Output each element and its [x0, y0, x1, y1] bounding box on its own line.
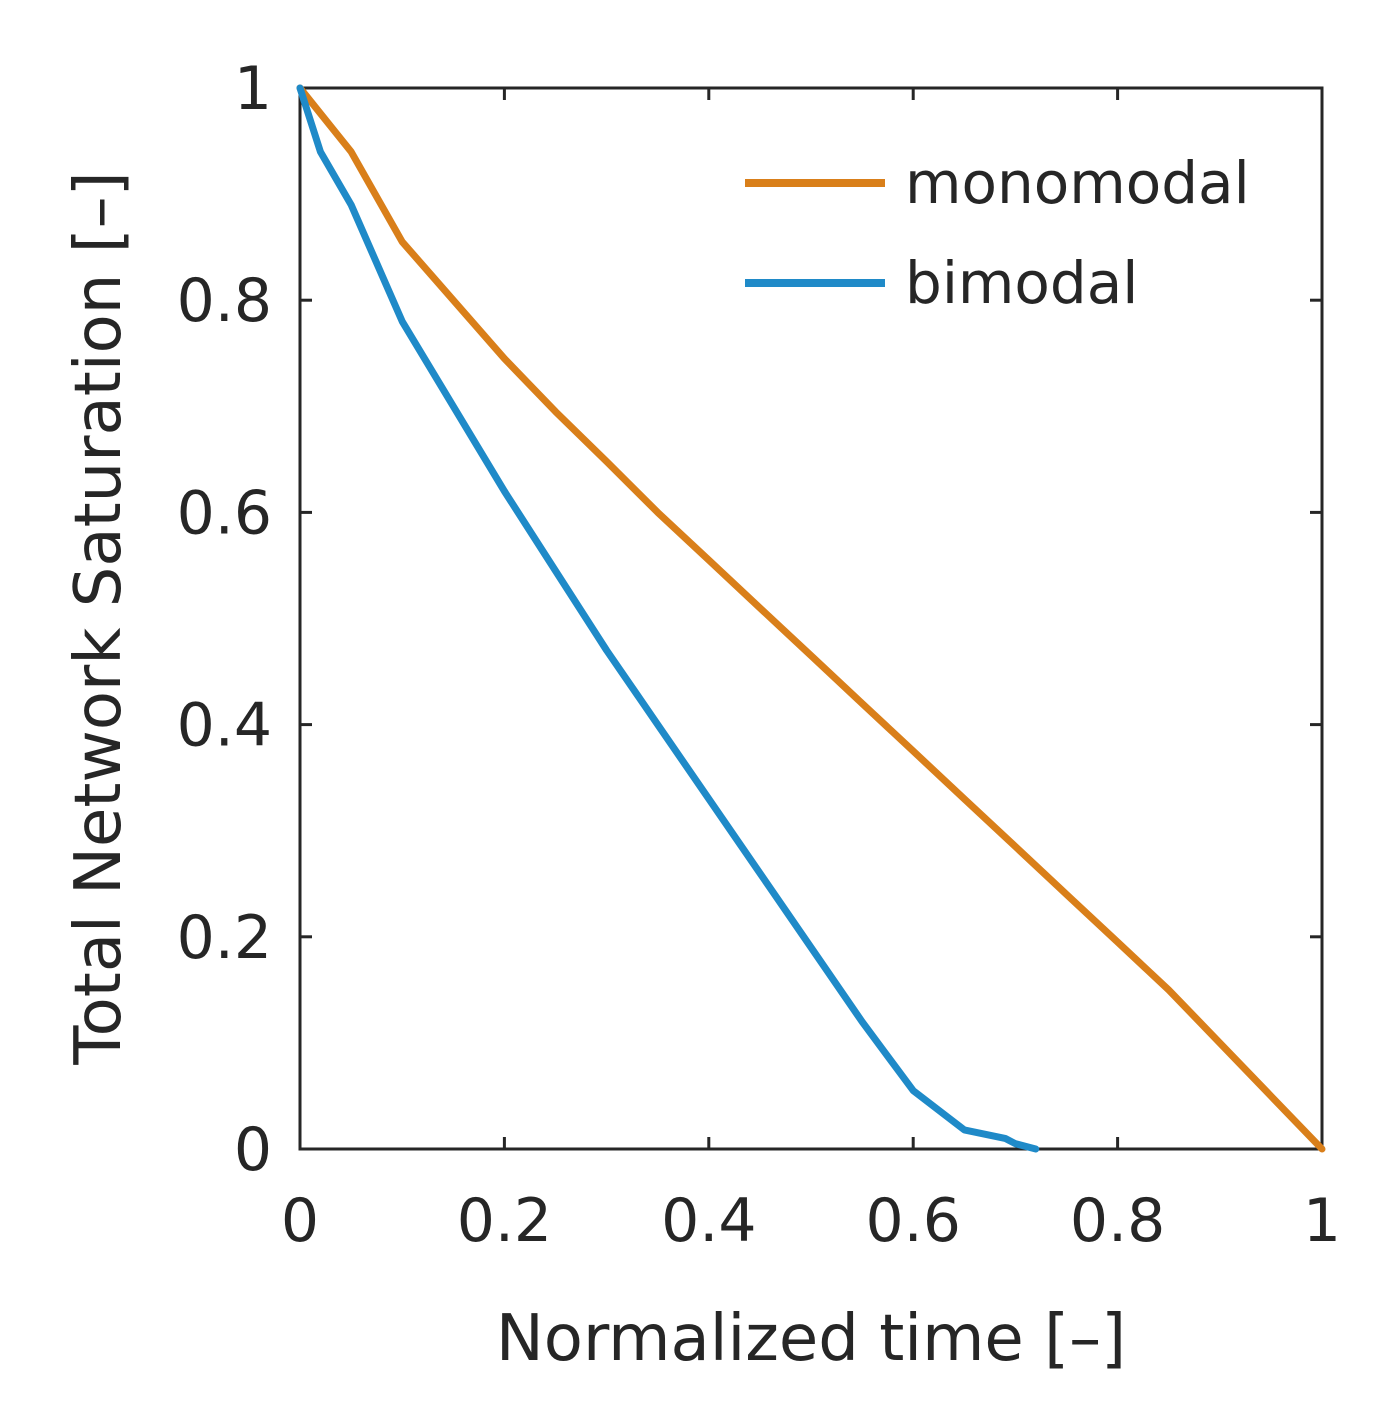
y-tick-label: 1	[234, 54, 272, 124]
legend-label-bimodal: bimodal	[905, 249, 1138, 317]
x-tick-label: 0	[281, 1186, 319, 1256]
legend-label-monomodal: monomodal	[905, 149, 1250, 217]
series-lines	[296, 84, 1326, 1153]
y-tick-label: 0	[234, 1115, 272, 1185]
x-axis-label: Normalized time [–]	[496, 1302, 1126, 1376]
x-tick-label: 0.6	[865, 1186, 960, 1256]
y-axis-label: Total Network Saturation [–]	[62, 171, 136, 1065]
series-line-monomodal	[296, 84, 1326, 1153]
legend: monomodal bimodal	[745, 149, 1250, 317]
y-tick-labels: 0 0.2 0.4 0.6 0.8 1	[177, 54, 272, 1185]
y-tick-label: 0.8	[177, 266, 272, 336]
axis-ticks	[298, 86, 1324, 1151]
plot-frame	[298, 86, 1324, 1151]
y-tick-label: 0.2	[177, 903, 272, 973]
x-tick-labels: 0 0.2 0.4 0.6 0.8 1	[281, 1186, 1341, 1256]
x-tick-label: 0.4	[661, 1186, 756, 1256]
x-tick-label: 0.2	[457, 1186, 552, 1256]
y-tick-label: 0.4	[177, 691, 272, 761]
series-line-bimodal	[296, 84, 1040, 1153]
x-tick-label: 0.8	[1070, 1186, 1165, 1256]
x-tick-label: 1	[1303, 1186, 1341, 1256]
y-tick-label: 0.6	[177, 478, 272, 548]
